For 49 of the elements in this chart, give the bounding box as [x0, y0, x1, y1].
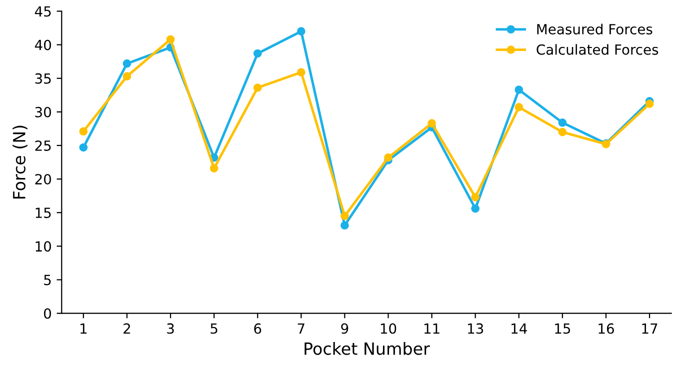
y-tick-label: 0: [44, 308, 52, 319]
y-tick-label: 35: [35, 73, 51, 84]
y-tick-label: 20: [35, 174, 52, 185]
x-tick-label: 5: [210, 323, 218, 334]
legend-label: Calculated Forces: [536, 44, 658, 55]
point: [253, 49, 262, 58]
point: [166, 35, 175, 44]
point: [558, 118, 567, 127]
x-tick-label: 15: [555, 323, 570, 334]
point: [558, 128, 567, 136]
point: [296, 68, 306, 76]
x-tick-label: 14: [512, 323, 527, 334]
y-tick-label: 5: [44, 274, 51, 286]
point: [340, 212, 349, 220]
x-tick-label: 2: [124, 323, 130, 334]
y-tick-label: 25: [35, 140, 51, 151]
point: [514, 103, 524, 112]
x-tick-label: 6: [254, 323, 262, 334]
x-tick-label: 16: [598, 323, 614, 334]
point: [79, 143, 88, 152]
point: [340, 221, 349, 230]
point: [645, 100, 654, 108]
x-tick-label: 9: [341, 323, 348, 334]
legend-label: Measured Forces: [537, 24, 652, 34]
point: [253, 84, 262, 92]
x-tick-label: 3: [167, 323, 174, 334]
point: [122, 59, 132, 68]
x-tick-label: 10: [380, 323, 396, 334]
point: [210, 164, 218, 172]
y-axis-title: Force (N): [12, 126, 28, 199]
point: [514, 86, 524, 94]
y-tick-label: 40: [34, 40, 52, 50]
point: [471, 193, 480, 202]
point: [122, 72, 132, 80]
point: [79, 127, 88, 136]
y-tick-label: 45: [34, 6, 51, 17]
x-tick-label: 7: [298, 323, 304, 334]
x-tick-label: 13: [468, 323, 484, 334]
x-axis-title: Pocket Number: [304, 342, 430, 355]
point: [428, 119, 436, 128]
x-tick-label: 1: [80, 323, 87, 334]
point: [296, 27, 306, 36]
y-tick-label: 15: [36, 208, 51, 218]
y-tick-label: 30: [35, 106, 52, 118]
point: [471, 204, 480, 213]
x-tick-label: 17: [642, 323, 658, 334]
point: [384, 153, 392, 162]
x-tick-label: 11: [424, 323, 440, 334]
y-tick-label: 10: [36, 241, 52, 252]
